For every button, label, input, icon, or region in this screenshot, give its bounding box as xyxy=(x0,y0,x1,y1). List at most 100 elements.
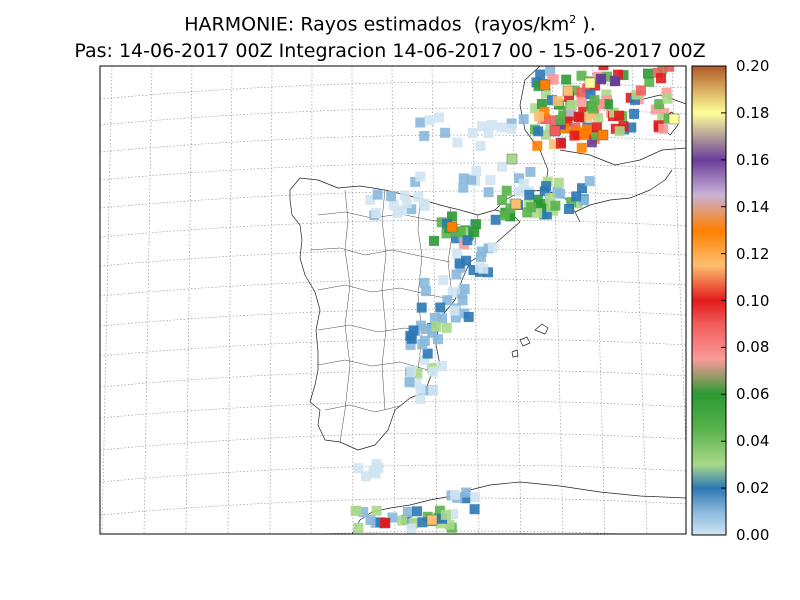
lightning-cell xyxy=(586,137,597,148)
lightning-cell xyxy=(485,175,496,185)
lightning-cell xyxy=(435,302,446,313)
lightning-cell xyxy=(406,523,417,534)
lightning-cell xyxy=(475,252,486,263)
lightning-cell xyxy=(614,110,625,121)
lightning-cell xyxy=(533,80,544,91)
lightning-cell xyxy=(441,322,452,333)
colorbar-tick-label: 0.18 xyxy=(736,103,770,122)
lightning-cell xyxy=(411,378,422,389)
lightning-cell xyxy=(536,98,547,109)
colorbar-tick-label: 0.16 xyxy=(736,150,770,169)
lightning-cell-peak xyxy=(597,129,609,141)
lightning-cell xyxy=(452,248,463,259)
colorbar-tick-label: 0.02 xyxy=(736,479,770,498)
lightning-cell xyxy=(406,366,417,376)
lightning-cell xyxy=(416,320,426,331)
lightning-cell xyxy=(438,275,449,286)
lightning-cell xyxy=(664,66,675,72)
lightning-cell xyxy=(433,334,443,345)
lightning-cell xyxy=(532,194,543,205)
lightning-cell xyxy=(602,71,613,82)
colorbar-tick-label: 0.04 xyxy=(736,432,770,451)
lightning-cell xyxy=(593,112,604,123)
lightning-cell xyxy=(553,177,564,188)
lightning-cell xyxy=(450,489,461,500)
lightning-cell xyxy=(444,519,455,530)
colorbar-tick-label: 0.08 xyxy=(736,338,770,357)
lightning-cell xyxy=(630,94,640,105)
lightning-cell xyxy=(629,108,640,119)
lightning-cell xyxy=(437,361,448,371)
colorbar-tick-label: 0.14 xyxy=(736,197,770,216)
lightning-cell xyxy=(591,122,602,133)
lightning-cell xyxy=(644,76,655,87)
colorbar-ticks xyxy=(721,65,726,536)
lightning-cell xyxy=(663,113,674,124)
lightning-cell xyxy=(361,471,372,482)
lightning-cell xyxy=(397,515,408,526)
lightning-cell xyxy=(601,89,612,100)
lightning-cell xyxy=(518,178,529,189)
lightning-cell xyxy=(371,208,382,219)
lightning-cell xyxy=(436,217,447,228)
lightning-cell xyxy=(408,325,419,336)
lightning-cell xyxy=(661,87,672,98)
lightning-cell xyxy=(466,174,477,185)
lightning-cell xyxy=(471,219,481,230)
lightning-cell xyxy=(518,114,529,125)
lightning-cell xyxy=(541,181,552,192)
lightning-cell xyxy=(488,242,499,253)
lightning-cell xyxy=(358,507,369,517)
lightning-cell xyxy=(440,127,451,138)
lightning-cell xyxy=(538,203,549,214)
lightning-cell xyxy=(471,166,482,176)
lightning-cell xyxy=(591,130,602,140)
colorbar-tick-label: 0.00 xyxy=(736,526,770,544)
map-area xyxy=(100,66,686,534)
lightning-cell xyxy=(496,122,507,133)
lightning-cell xyxy=(514,173,524,184)
lightning-cell xyxy=(550,200,561,211)
lightning-cell xyxy=(458,182,469,193)
lightning-cell xyxy=(447,211,457,222)
lightning-cell xyxy=(532,208,543,219)
lightning-cell xyxy=(522,207,533,218)
lightning-cell xyxy=(514,186,525,197)
lightning-cell xyxy=(421,286,431,297)
lightning-cell xyxy=(614,126,625,137)
lightning-cell xyxy=(483,187,494,198)
lightning-cell xyxy=(422,348,433,359)
lightning-cell xyxy=(431,321,442,332)
colorbar xyxy=(691,65,727,536)
lightning-cell xyxy=(561,74,572,85)
lightning-cell xyxy=(437,313,448,324)
lightning-cell xyxy=(483,128,494,138)
lightning-cell xyxy=(419,201,430,211)
lightning-cell xyxy=(549,139,559,150)
lightning-cell-peak xyxy=(379,517,391,529)
lightning-cell xyxy=(450,312,461,323)
lightning-cell xyxy=(447,287,458,298)
lightning-cell xyxy=(572,198,583,209)
lightning-cell xyxy=(454,258,465,269)
lightning-cell xyxy=(497,195,508,205)
lightning-cell xyxy=(566,197,577,208)
lightning-cell xyxy=(540,114,551,125)
lightning-cell xyxy=(545,66,556,76)
lightning-cell xyxy=(566,100,577,110)
lightning-cell xyxy=(658,123,669,134)
lightning-cell xyxy=(541,209,552,220)
lightning-cell xyxy=(557,105,568,116)
lightning-cell xyxy=(463,312,474,322)
lightning-cell xyxy=(585,89,596,100)
lightning-cell xyxy=(555,114,566,125)
colorbar-tick-label: 0.12 xyxy=(736,244,770,263)
lightning-cell xyxy=(569,85,580,96)
colorbar-tick-label: 0.20 xyxy=(736,57,770,75)
lightning-cell xyxy=(545,193,555,204)
lightning-cell xyxy=(401,198,412,209)
lightning-cell xyxy=(467,128,478,139)
lightning-cell xyxy=(442,295,453,306)
